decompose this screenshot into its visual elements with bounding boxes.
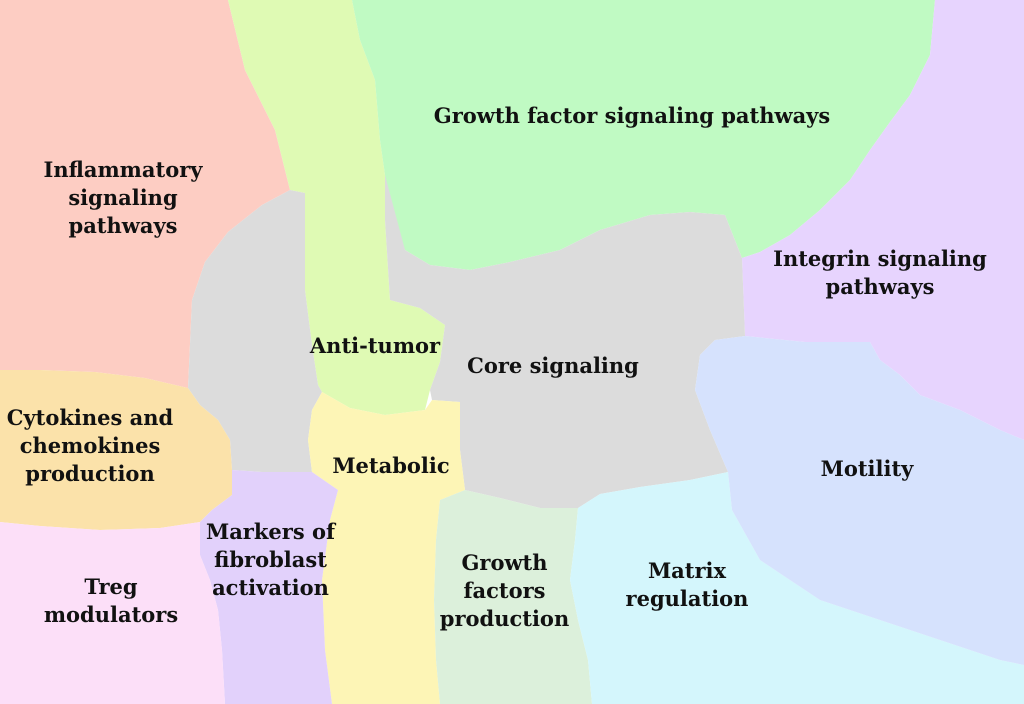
label-matrix: Matrix regulation <box>612 557 762 613</box>
label-line: Metabolic <box>332 453 450 478</box>
label-line: Matrix <box>647 558 727 583</box>
label-core-signaling: Core signaling <box>463 352 643 380</box>
label-line: pathways <box>825 274 935 299</box>
label-line: fibroblast <box>214 547 327 572</box>
region-growth-factors-production-shape <box>434 490 592 704</box>
label-line: Integrin signaling <box>773 246 987 271</box>
region-metabolic-shape <box>308 392 465 704</box>
label-growth-factor-signaling: Growth factor signaling pathways <box>432 102 832 130</box>
label-line: production <box>25 461 155 486</box>
label-motility: Motility <box>800 455 934 483</box>
label-line: Cytokines and <box>6 405 174 430</box>
region-treg-shape <box>0 522 225 704</box>
label-line: factors <box>463 578 546 603</box>
label-line: signaling <box>68 185 178 210</box>
label-metabolic: Metabolic <box>325 452 457 480</box>
label-line: Markers of <box>205 519 336 544</box>
label-fibroblast: Markers of fibroblast activation <box>198 518 343 602</box>
label-line: Anti-tumor <box>309 333 441 358</box>
label-line: Growth factor signaling pathways <box>433 103 831 128</box>
region-fibroblast-shape <box>200 470 338 704</box>
region-anti-tumor-shape <box>228 0 445 415</box>
label-line: chemokines <box>19 433 161 458</box>
region-cytokines-shape <box>0 370 232 530</box>
label-line: activation <box>212 575 329 600</box>
region-growth-factor-signaling-shape <box>352 0 935 270</box>
label-line: Core signaling <box>467 353 639 378</box>
label-line: production <box>439 606 570 631</box>
label-inflammatory: Inflammatory signaling pathways <box>28 156 218 240</box>
label-treg: Treg modulators <box>31 573 191 629</box>
region-integrin-shape <box>742 0 1024 440</box>
label-line: Motility <box>820 456 914 481</box>
label-line: Growth <box>461 550 548 575</box>
label-anti-tumor: Anti-tumor <box>300 332 450 360</box>
region-motility-shape <box>695 336 1024 665</box>
label-integrin: Integrin signaling pathways <box>770 245 990 301</box>
label-growth-factors-production: Growth factors production <box>432 549 577 633</box>
region-core-signaling-shape <box>188 175 745 508</box>
label-line: Inflammatory <box>43 157 203 182</box>
label-cytokines: Cytokines and chemokines production <box>0 404 180 488</box>
region-matrix-shape <box>570 472 1024 704</box>
label-line: regulation <box>625 586 749 611</box>
label-line: modulators <box>43 602 179 627</box>
region-inflammatory-shape <box>0 0 290 388</box>
label-line: Treg <box>84 574 138 599</box>
label-line: pathways <box>68 213 178 238</box>
